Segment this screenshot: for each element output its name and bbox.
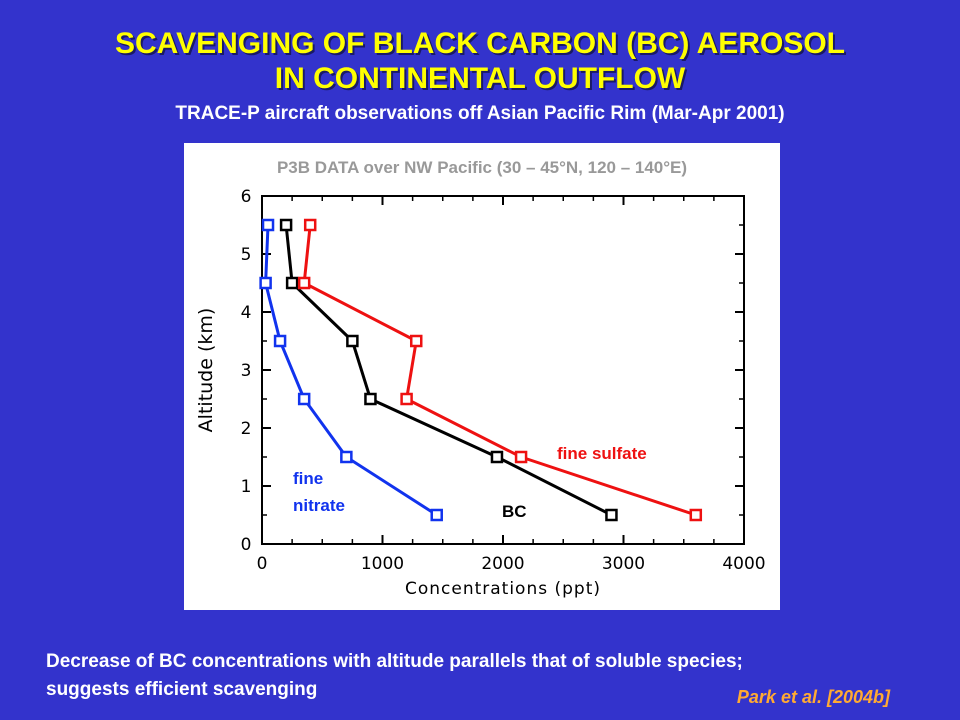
data-point-fine-sulfate: [400, 392, 413, 406]
data-point-fine-nitrate: [261, 218, 275, 232]
chart: P3B DATA over NW Pacific (30 – 45°N, 120…: [195, 158, 766, 599]
data-point-fine-nitrate: [297, 392, 311, 406]
chart-title: P3B DATA over NW Pacific (30 – 45°N, 120…: [277, 158, 687, 177]
data-point-bc: [364, 392, 377, 406]
y-tick-label: 1: [241, 477, 252, 497]
series-label-nitrate-line2: nitrate: [293, 496, 345, 515]
y-tick-label: 6: [241, 187, 252, 207]
slide-title-line1: SCAVENGING OF BLACK CARBON (BC) AEROSOL: [115, 27, 845, 60]
y-tick-label: 2: [241, 419, 252, 439]
slide-subtitle: TRACE-P aircraft observations off Asian …: [175, 103, 785, 124]
plot-frame: [261, 195, 745, 545]
x-tick-label: 0: [257, 554, 268, 574]
y-tick-label: 5: [241, 245, 252, 265]
data-point-bc: [490, 450, 504, 464]
x-tick-label: 4000: [722, 554, 765, 574]
data-point-bc: [605, 508, 618, 522]
series-line-bc: [284, 224, 613, 517]
conclusion-line2: suggests efficient scavenging: [46, 679, 318, 700]
data-point-fine-nitrate: [259, 276, 272, 290]
y-tick-label: 4: [241, 303, 252, 323]
data-point-fine-nitrate: [273, 334, 287, 348]
chart-panel: P3B DATA over NW Pacific (30 – 45°N, 120…: [184, 143, 780, 610]
data-point-fine-sulfate: [689, 508, 703, 522]
series-label-nitrate-line1: fine: [293, 469, 323, 488]
series-line-fine-sulfate: [302, 224, 697, 517]
series-label-bc: BC: [502, 502, 527, 521]
series-line-fine-nitrate: [264, 224, 438, 517]
x-tick-label: 2000: [481, 554, 524, 574]
conclusion-line1: Decrease of BC concentrations with altit…: [46, 651, 743, 672]
data-point-fine-sulfate: [297, 276, 311, 290]
data-point-fine-nitrate: [340, 450, 353, 464]
citation: Park et al. [2004b]: [736, 687, 890, 707]
data-point-bc: [279, 218, 293, 232]
slide-title-line2: IN CONTINENTAL OUTFLOW: [274, 62, 686, 95]
y-tick-label: 3: [241, 361, 252, 381]
data-point-fine-sulfate: [409, 334, 423, 348]
data-point-fine-sulfate: [514, 450, 528, 464]
data-point-fine-nitrate: [430, 508, 443, 522]
series-label-sulfate: fine sulfate: [557, 444, 647, 463]
data-point-bc: [285, 276, 299, 290]
y-tick-label: 0: [241, 535, 252, 555]
y-axis-label: Altitude (km): [195, 308, 217, 433]
x-tick-label: 3000: [602, 554, 645, 574]
conclusion-text: Decrease of BC concentrations with altit…: [46, 648, 946, 704]
data-point-fine-sulfate: [303, 218, 317, 232]
data-point-bc: [346, 334, 359, 348]
x-tick-label: 1000: [361, 554, 404, 574]
x-axis-label: Concentrations (ppt): [405, 579, 601, 599]
